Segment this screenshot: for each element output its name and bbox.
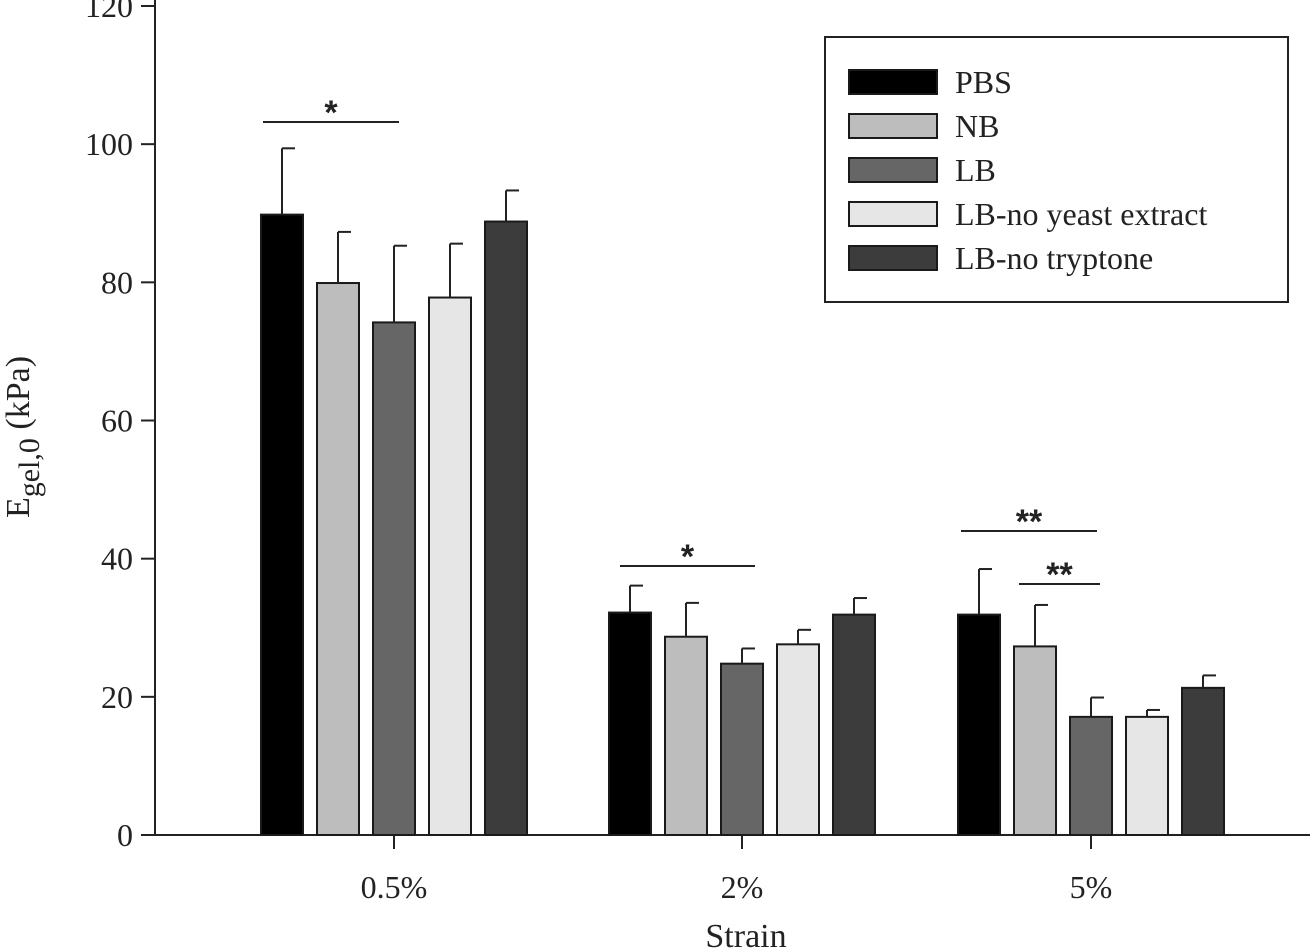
legend-label: PBS xyxy=(955,64,1012,100)
bar xyxy=(720,662,764,836)
y-axis-title: Egel,0 (kPa) xyxy=(0,356,46,518)
bar xyxy=(957,613,1001,836)
x-tick-label: 5% xyxy=(1070,869,1113,905)
bar xyxy=(832,613,876,836)
bar xyxy=(1181,686,1225,836)
bar xyxy=(664,635,708,836)
axes: 0 20 40 60 80 100 120 0.5% 2% 5% xyxy=(85,0,1310,905)
bar xyxy=(608,611,652,837)
significance-label: ** xyxy=(1016,503,1043,541)
legend-swatch xyxy=(848,201,938,227)
bar xyxy=(372,321,416,836)
bar xyxy=(1069,715,1113,836)
y-tick-label: 40 xyxy=(101,541,133,577)
y-tick-label: 0 xyxy=(117,817,133,853)
significance-label: * xyxy=(324,94,338,132)
significance-markers: ****** xyxy=(263,94,1100,594)
y-tick-label: 100 xyxy=(85,126,133,162)
bar xyxy=(776,643,820,837)
bar xyxy=(484,220,528,837)
legend: PBS NB LB LB-no yeast extract LB-no tryptone xyxy=(824,36,1289,303)
x-tick-label: 2% xyxy=(721,869,764,905)
y-axis-title-unit: (kPa) xyxy=(0,356,37,438)
bar xyxy=(316,282,360,836)
legend-swatch xyxy=(848,245,938,271)
y-tick-label: 60 xyxy=(101,403,133,439)
y-axis-title-subscript: gel,0 xyxy=(13,438,46,497)
x-tick-label: 0.5% xyxy=(361,869,428,905)
bar xyxy=(1125,715,1169,836)
error-bars xyxy=(281,147,1216,717)
significance-label: * xyxy=(681,538,695,576)
bar xyxy=(260,213,304,837)
legend-label: LB-no yeast extract xyxy=(955,196,1207,232)
y-tick-label: 80 xyxy=(101,264,133,300)
y-axis-title-main: E xyxy=(0,497,37,518)
y-tick-label: 120 xyxy=(85,0,133,24)
bars xyxy=(260,213,1225,837)
legend-label: LB-no tryptone xyxy=(955,240,1153,276)
y-tick-label: 20 xyxy=(101,679,133,715)
bar xyxy=(428,296,472,836)
legend-swatch xyxy=(848,69,938,95)
svg-text:Egel,0 (kPa): Egel,0 (kPa) xyxy=(0,356,46,518)
significance-label: ** xyxy=(1046,556,1073,594)
bar xyxy=(1013,645,1057,837)
legend-swatch xyxy=(848,157,938,183)
legend-label: LB xyxy=(955,152,996,188)
legend-label: NB xyxy=(955,108,999,144)
legend-swatch xyxy=(848,113,938,139)
x-axis-title: Strain xyxy=(705,918,786,952)
